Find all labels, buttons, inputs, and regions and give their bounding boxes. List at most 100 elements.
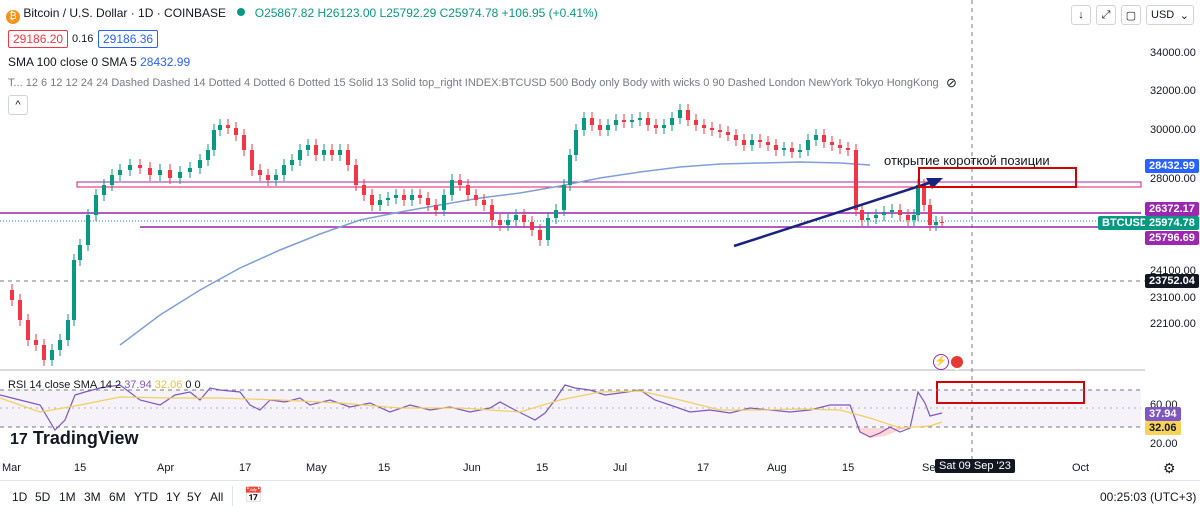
time-tick: 15 bbox=[378, 462, 391, 474]
candle bbox=[522, 215, 526, 222]
candle bbox=[582, 118, 586, 130]
candle bbox=[726, 132, 730, 135]
candle bbox=[774, 145, 778, 150]
candle bbox=[346, 150, 350, 165]
time-tick: Aug bbox=[767, 462, 787, 474]
settings-gear-icon[interactable]: ⚙ bbox=[1163, 460, 1176, 476]
range-1m-button[interactable]: 1M bbox=[59, 490, 76, 504]
logo-text: TradingView bbox=[32, 428, 139, 448]
candle bbox=[450, 180, 454, 195]
candle bbox=[530, 222, 534, 230]
candle bbox=[118, 170, 122, 175]
candlestick-series bbox=[10, 104, 944, 366]
range-all-button[interactable]: All bbox=[210, 490, 224, 504]
candle bbox=[750, 140, 754, 145]
candle bbox=[906, 215, 910, 220]
candle bbox=[916, 185, 920, 215]
time-tick: Apr bbox=[157, 462, 175, 474]
candle bbox=[434, 205, 438, 210]
range-5y-button[interactable]: 5Y bbox=[187, 490, 202, 504]
lightning-icon[interactable]: ⚡ bbox=[933, 354, 949, 370]
sma-legend[interactable]: SMA 100 close 0 SMA 5 28432.99 bbox=[8, 55, 190, 69]
symbol-title[interactable]: Bitcoin / U.S. Dollar · 1D · COINBASE bbox=[23, 6, 227, 20]
arrow-down-icon[interactable]: ↓ bbox=[1071, 5, 1091, 25]
time-tick: Jul bbox=[613, 462, 628, 474]
us-flag-icon[interactable] bbox=[949, 354, 965, 370]
candle bbox=[646, 118, 650, 125]
tv-icon: 17 bbox=[10, 431, 28, 448]
candle bbox=[814, 135, 818, 140]
price-tick: 34000.00 bbox=[1150, 47, 1196, 59]
rsi-sma-tag: 32.06 bbox=[1145, 421, 1181, 435]
candle bbox=[148, 168, 152, 175]
candle bbox=[562, 185, 566, 210]
candle bbox=[742, 140, 746, 145]
last-price-tag: 25974.78 bbox=[1145, 216, 1199, 230]
trend-arrow bbox=[733, 180, 933, 248]
candle bbox=[854, 150, 858, 210]
candle bbox=[912, 215, 916, 220]
candle bbox=[662, 125, 666, 128]
candle bbox=[18, 300, 22, 320]
candle bbox=[734, 135, 738, 140]
range-1d-button[interactable]: 1D bbox=[12, 490, 28, 504]
candle bbox=[42, 345, 46, 360]
collapse-chevron-icon[interactable]: ^ bbox=[8, 95, 28, 115]
time-tick: Mar bbox=[2, 462, 21, 474]
hide-eye-icon[interactable]: ⊘ bbox=[946, 75, 957, 90]
candle bbox=[58, 340, 62, 350]
candle bbox=[874, 215, 878, 218]
candle bbox=[234, 128, 238, 135]
price-tick: 22100.00 bbox=[1150, 318, 1196, 330]
currency-label: USD bbox=[1151, 9, 1175, 21]
indicator-legend[interactable]: T... 12 6 12 12 24 24 Dashed Dashed 14 D… bbox=[8, 77, 938, 89]
tradingview-logo[interactable]: 17 TradingView bbox=[10, 428, 139, 449]
time-tick: 15 bbox=[74, 462, 87, 474]
candle bbox=[94, 195, 98, 215]
screenshot-icon[interactable]: ▢ bbox=[1121, 5, 1141, 25]
candle bbox=[718, 130, 722, 132]
calendar-goto-icon[interactable]: 📅 bbox=[244, 487, 263, 504]
candle bbox=[860, 210, 864, 220]
clock[interactable]: 00:25:03 (UTC+3) bbox=[1100, 490, 1197, 504]
candle bbox=[940, 222, 944, 223]
rsi-value: 37.94 bbox=[124, 379, 152, 391]
candle bbox=[474, 195, 478, 200]
candle bbox=[426, 198, 430, 205]
rsi-sma-line bbox=[0, 390, 943, 429]
candle bbox=[26, 320, 30, 340]
candle bbox=[314, 145, 318, 155]
candle bbox=[890, 210, 894, 212]
candle bbox=[10, 290, 14, 300]
candle bbox=[442, 195, 446, 210]
candle bbox=[694, 120, 698, 125]
range-1y-button[interactable]: 1Y bbox=[166, 490, 181, 504]
range-3m-button[interactable]: 3M bbox=[84, 490, 101, 504]
candle bbox=[128, 165, 132, 170]
candle bbox=[670, 118, 674, 125]
candle bbox=[410, 195, 414, 200]
time-tick: Oct bbox=[1072, 462, 1090, 474]
candle bbox=[546, 218, 550, 240]
ask-price[interactable]: 29186.36 bbox=[98, 30, 159, 48]
short-position-annotation[interactable]: открытие короткой позиции bbox=[884, 153, 1050, 168]
bid-price[interactable]: 29186.20 bbox=[8, 30, 69, 48]
currency-select[interactable]: USD ⌄ bbox=[1146, 5, 1194, 25]
candle bbox=[514, 215, 518, 220]
range-ytd-button[interactable]: YTD bbox=[134, 490, 158, 504]
candle bbox=[482, 200, 486, 205]
level-price-tag: 25796.69 bbox=[1145, 231, 1199, 245]
rsi-value-tag: 37.94 bbox=[1145, 407, 1181, 421]
candle bbox=[306, 145, 310, 150]
candle bbox=[50, 350, 54, 360]
rsi-legend[interactable]: RSI 14 close SMA 14 2 37.94 32.06 0 0 bbox=[8, 379, 201, 391]
range-5d-button[interactable]: 5D bbox=[35, 490, 51, 504]
price-tick: 30000.00 bbox=[1150, 124, 1196, 136]
candle bbox=[882, 212, 886, 215]
fullscreen-icon[interactable]: ⤢ bbox=[1096, 5, 1116, 25]
range-6m-button[interactable]: 6M bbox=[109, 490, 126, 504]
spread: 0.16 bbox=[72, 33, 94, 45]
crosshair-price-tag: 23752.04 bbox=[1145, 274, 1199, 288]
candle bbox=[598, 125, 602, 130]
